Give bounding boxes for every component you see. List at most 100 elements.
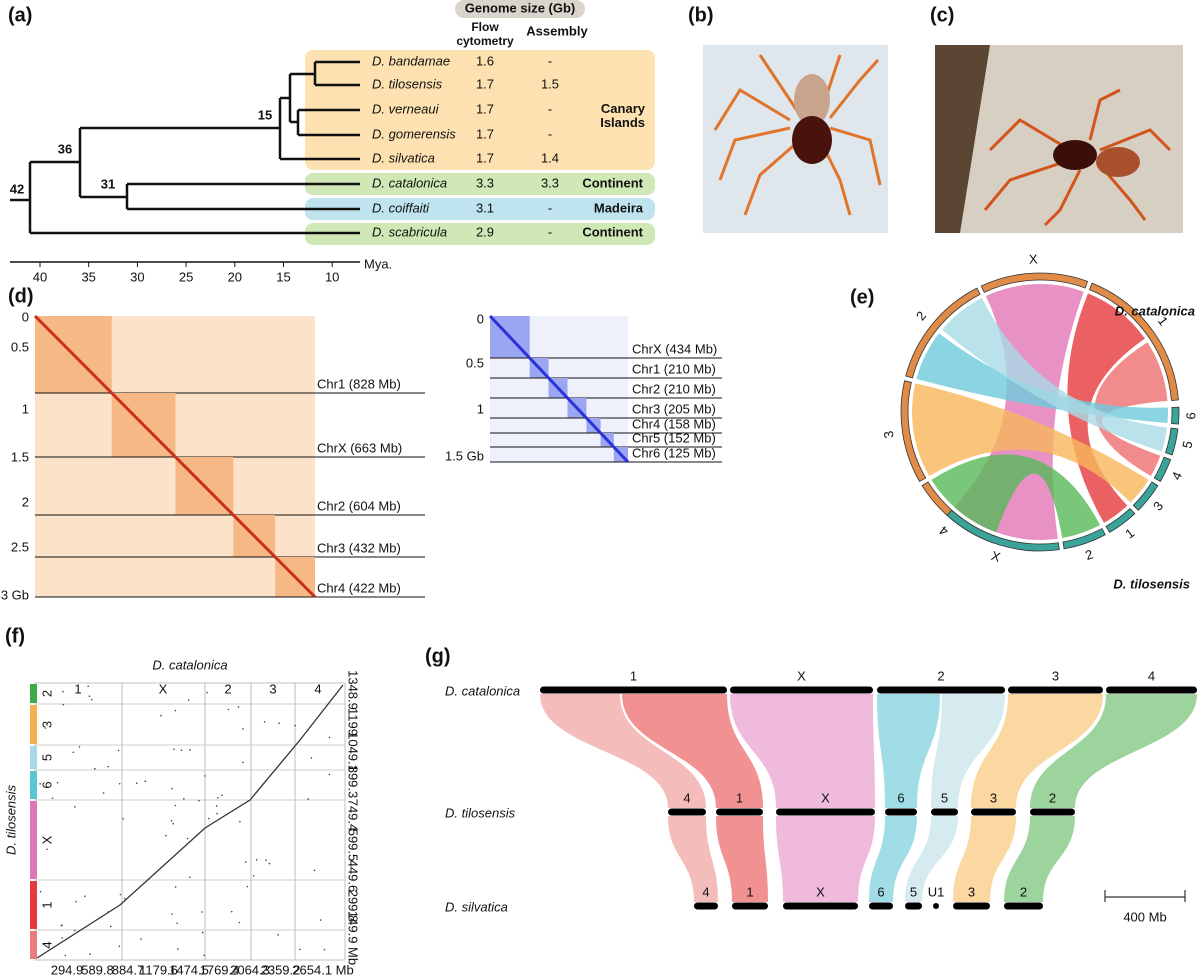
top-chrom-arc xyxy=(900,380,927,483)
node-age: 31 xyxy=(101,176,115,191)
dot xyxy=(263,721,266,723)
node-age: 36 xyxy=(58,141,72,156)
chrom-bar xyxy=(694,902,718,910)
x-tick-label: 2654.1 Mb xyxy=(292,962,353,977)
chrom-bar xyxy=(783,902,858,910)
dot xyxy=(123,897,126,900)
scale-bar xyxy=(1104,890,1186,902)
dot xyxy=(78,746,81,748)
bottom-chrom-arc xyxy=(1153,456,1172,483)
synteny-ribbon xyxy=(953,816,1016,902)
chrom-label: Chr2 (210 Mb) xyxy=(632,381,716,396)
chrom-label: 3 xyxy=(990,790,997,805)
region-label: Canary Islands xyxy=(600,102,645,130)
synteny-ribbon xyxy=(622,694,763,808)
dot xyxy=(118,782,121,785)
dot xyxy=(201,931,204,934)
bottom-chrom-arc xyxy=(1171,406,1180,425)
spider-legs xyxy=(983,88,1172,227)
dot xyxy=(174,709,177,712)
chord-ribbon xyxy=(941,297,1168,452)
y-tick-label: 1348.9 xyxy=(346,670,361,710)
chrom-label: 4 xyxy=(314,681,321,696)
dot xyxy=(227,708,230,711)
y-tick-label: 2.5 xyxy=(11,539,29,554)
species-label: D. tilosensis xyxy=(445,805,516,820)
chrom-bar xyxy=(30,771,37,799)
bottom-chrom-arc xyxy=(1062,528,1106,550)
axis-tick-label: 35 xyxy=(81,269,95,284)
axis-tick-label: 30 xyxy=(130,269,144,284)
chrom-label: 5 xyxy=(910,884,917,899)
dot xyxy=(89,953,91,955)
dot xyxy=(319,919,322,921)
chrom-bar xyxy=(732,902,768,910)
assembly-value: - xyxy=(548,224,552,239)
chrom-bar xyxy=(1004,902,1043,910)
chrom-label: 6 xyxy=(39,781,54,788)
flow-value: 1.7 xyxy=(476,76,494,91)
dot xyxy=(39,890,42,893)
chrom-label: X xyxy=(1029,251,1039,266)
panel-label: (a) xyxy=(8,4,32,26)
dot xyxy=(186,837,189,840)
species-label: D. catalonica xyxy=(445,683,520,698)
bottom-chrom-arc xyxy=(1165,427,1179,456)
dot xyxy=(237,706,240,708)
chrom-label: Chr1 (210 Mb) xyxy=(632,361,716,376)
species-name: D. verneaui xyxy=(372,101,440,116)
hic-map-left xyxy=(33,314,425,599)
header-pill xyxy=(455,0,585,18)
dot xyxy=(268,862,271,865)
chrom-label: 2 xyxy=(937,668,944,683)
madeira-band xyxy=(305,198,655,220)
panel-label: (c) xyxy=(930,4,954,26)
dot xyxy=(75,900,77,903)
dot xyxy=(171,913,173,915)
y-tick-label: 149.9 Mb xyxy=(346,911,361,965)
dot xyxy=(277,934,279,936)
x-tick-label: 1769.4 xyxy=(200,962,240,977)
species-label: D. catalonica xyxy=(1115,303,1195,318)
chord-ribbon xyxy=(931,454,1101,539)
assembly-value: - xyxy=(548,126,552,141)
species-name: D. silvatica xyxy=(372,150,435,165)
synteny-ribbon xyxy=(730,694,875,808)
canary-band xyxy=(305,50,655,170)
dot xyxy=(171,787,173,790)
spider-legs xyxy=(713,54,882,216)
flow-value: 3.3 xyxy=(476,175,494,190)
dot xyxy=(118,945,121,947)
y-tick-label: 1199 xyxy=(346,708,361,736)
dot xyxy=(307,798,310,800)
chrom-bar xyxy=(931,808,958,816)
synteny-ribbon xyxy=(540,694,706,808)
dot xyxy=(140,938,142,940)
chrom-label: 2 xyxy=(913,308,929,323)
chrom-label: X xyxy=(797,668,806,683)
dot xyxy=(183,797,185,800)
top-chrom-arc xyxy=(980,272,1089,293)
dot xyxy=(216,796,219,799)
species-name: D. tilosensis xyxy=(372,76,443,91)
y-tick-label: 1049.1 xyxy=(346,732,361,772)
column-header: Flow cytometry xyxy=(456,20,513,48)
chrom-bar xyxy=(869,902,893,910)
chrom-label: U1 xyxy=(928,884,945,899)
top-chrom-arc xyxy=(905,287,981,379)
plot-frame xyxy=(34,682,346,961)
assembly-value: 1.5 xyxy=(541,76,559,91)
dot xyxy=(94,767,96,770)
chrom-label: 3 xyxy=(968,884,975,899)
dot xyxy=(278,722,280,724)
dot xyxy=(176,922,178,925)
chrom-label: 1 xyxy=(746,884,753,899)
panel-label: (f) xyxy=(5,625,25,647)
dot xyxy=(328,773,331,776)
chord-ribbon xyxy=(916,333,1168,424)
dot xyxy=(242,728,244,730)
dot xyxy=(165,834,167,837)
dot xyxy=(265,859,267,861)
chrom-label: 3 xyxy=(1150,498,1166,513)
